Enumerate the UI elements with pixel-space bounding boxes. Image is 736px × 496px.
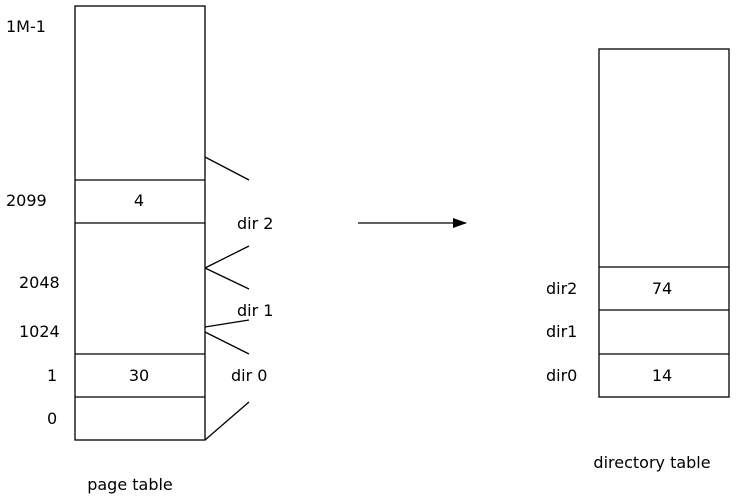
page-table-index-1024: 1024	[19, 322, 60, 341]
dir0-bracket-bottom	[204, 401, 250, 441]
page-table-caption: page table	[87, 475, 173, 494]
dir1-label: dir 1	[237, 301, 273, 320]
directory-table-outline	[598, 48, 730, 398]
dir-range-brackets	[204, 156, 250, 441]
directory-cell-dir0: 14	[652, 366, 672, 385]
directory-row-label-dir1: dir1	[546, 322, 577, 341]
page-table-index-top: 1M-1	[6, 17, 46, 36]
directory-row-label-dir2: dir2	[546, 279, 577, 298]
page-table-cell-1: 30	[129, 366, 149, 385]
dir2-bracket-top	[204, 156, 250, 181]
dir0-label: dir 0	[231, 366, 267, 385]
dir1-bracket-bottom	[204, 319, 250, 328]
page-table-index-2048: 2048	[19, 273, 60, 292]
dir2-bracket-bottom	[204, 245, 250, 269]
page-table-cell-2099: 4	[134, 191, 144, 210]
page-table-index-1: 1	[47, 366, 57, 385]
dir0-bracket-top	[204, 331, 250, 355]
directory-cell-dir2: 74	[652, 279, 672, 298]
directory-table: 74 14 dir2 dir1 dir0 directory table	[546, 48, 730, 472]
dir1-bracket-top	[204, 267, 250, 290]
directory-table-caption: directory table	[593, 453, 710, 472]
page-table-index-0: 0	[47, 409, 57, 428]
dir2-label: dir 2	[237, 214, 273, 233]
directory-row-label-dir0: dir0	[546, 366, 577, 385]
page-table-index-2099: 2099	[6, 191, 47, 210]
page-table: 4 30 1M-1 2099 2048 1024 1 0 page table	[6, 5, 206, 494]
